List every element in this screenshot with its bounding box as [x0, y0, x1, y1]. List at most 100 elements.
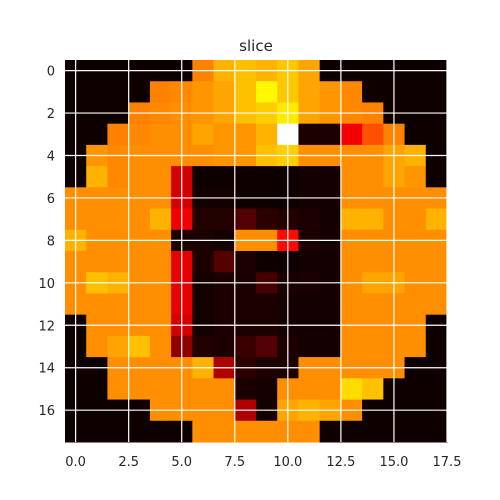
- heatmap-cell-r11-c2: [107, 293, 130, 316]
- heatmap-cell-r13-c1: [86, 335, 108, 358]
- heatmap-cell-r1-c2: [107, 81, 130, 103]
- heatmap-cell-r11-c12: [319, 293, 342, 316]
- heatmap-cell-r17-c2: [107, 420, 130, 443]
- heatmap-cell-r15-c2: [107, 378, 130, 401]
- heatmap-cell-r3-c12: [319, 123, 342, 146]
- heatmap-cell-r5-c3: [128, 166, 151, 188]
- heatmap-cell-r15-c7: [213, 378, 236, 401]
- heatmap-cell-r1-c3: [128, 81, 151, 103]
- y-tick-label-5: 10: [38, 277, 55, 292]
- heatmap-cell-r9-c2: [107, 251, 130, 273]
- heatmap-cell-r1-c13: [340, 81, 363, 103]
- y-axis-ticks: 0 2 4 6 8 10 12 14 16: [38, 65, 55, 420]
- heatmap-cell-r1-c16: [404, 81, 427, 103]
- heatmap-cell-r17-c16: [404, 420, 427, 443]
- heatmap-cell-r7-c17: [425, 208, 448, 231]
- heatmap-cell-r15-c4: [149, 378, 172, 401]
- heatmap-cell-r11-c16: [404, 293, 427, 316]
- heatmap-cell-r17-c8: [234, 420, 257, 443]
- heatmap-cell-r3-c2: [107, 123, 130, 146]
- heatmap-cell-r1-c4: [149, 81, 172, 103]
- heatmap-cell-r11-c11: [298, 293, 321, 316]
- heatmap-cell-r7-c3: [128, 208, 151, 231]
- heatmap-cell-r1-c17: [425, 81, 448, 103]
- heatmap-cell-r9-c8: [234, 251, 257, 273]
- heatmap-cell-r13-c13: [340, 335, 363, 358]
- heatmap-cell-r13-c11: [298, 335, 321, 358]
- heatmap-cell-r5-c14: [362, 166, 384, 188]
- heatmap-cell-r11-c1: [86, 293, 108, 316]
- heatmap-cell-r7-c2: [107, 208, 130, 231]
- heatmap-cell-r3-c7: [213, 123, 236, 146]
- heatmap-cell-r1-c1: [86, 81, 108, 103]
- heatmap-cell-r7-c14: [362, 208, 384, 231]
- heatmap-cell-r11-c7: [213, 293, 236, 316]
- heatmap-cell-r3-c13: [340, 123, 363, 146]
- heatmap-cell-r9-c14: [362, 251, 384, 273]
- heatmap-cell-r7-c4: [149, 208, 172, 231]
- y-tick-label-2: 4: [47, 150, 55, 165]
- x-axis-ticks: 0.0 2.5 5.0 7.5 10.0 12.5 15.0 17.5: [65, 455, 461, 470]
- heatmap-cell-r9-c3: [128, 251, 151, 273]
- heatmap-cell-r13-c2: [107, 335, 130, 358]
- heatmap-cell-r13-c9: [256, 335, 278, 358]
- heatmap-cell-r11-c8: [234, 293, 257, 316]
- heatmap-cells: [65, 60, 448, 443]
- heatmap-cell-r7-c9: [256, 208, 278, 231]
- heatmap-cell-r5-c1: [86, 166, 108, 188]
- heatmap-cell-r5-c12: [319, 166, 342, 188]
- x-tick-label-5: 12.5: [326, 455, 355, 470]
- y-tick-label-4: 8: [47, 234, 55, 249]
- heatmap-cell-r17-c17: [425, 420, 448, 443]
- heatmap-cell-r11-c9: [256, 293, 278, 316]
- y-tick-label-7: 14: [38, 362, 55, 377]
- heatmap-cell-r1-c8: [234, 81, 257, 103]
- y-tick-label-6: 12: [38, 319, 55, 334]
- heatmap-cell-r15-c16: [404, 378, 427, 401]
- heatmap-cell-r5-c7: [213, 166, 236, 188]
- heatmap-cell-r15-c6: [192, 378, 215, 401]
- y-tick-label-3: 6: [47, 192, 55, 207]
- y-tick-label-1: 2: [47, 107, 55, 122]
- heatmap-cell-r5-c2: [107, 166, 130, 188]
- heatmap-cell-r5-c13: [340, 166, 363, 188]
- heatmap-cell-r15-c12: [319, 378, 342, 401]
- heatmap-cell-r17-c6: [192, 420, 215, 443]
- heatmap-cell-r15-c14: [362, 378, 384, 401]
- heatmap-cell-r5-c11: [298, 166, 321, 188]
- heatmap-cell-r17-c14: [362, 420, 384, 443]
- heatmap-cell-r7-c16: [404, 208, 427, 231]
- heatmap-cell-r13-c6: [192, 335, 215, 358]
- heatmap-cell-r9-c7: [213, 251, 236, 273]
- heatmap-cell-r13-c7: [213, 335, 236, 358]
- heatmap-cell-r17-c13: [340, 420, 363, 443]
- heatmap-cell-r9-c9: [256, 251, 278, 273]
- heatmap-cell-r11-c4: [149, 293, 172, 316]
- heatmap-cell-r1-c9: [256, 81, 278, 103]
- heatmap-cell-r3-c6: [192, 123, 215, 146]
- heatmap-cell-r9-c11: [298, 251, 321, 273]
- heatmap-cell-r15-c11: [298, 378, 321, 401]
- heatmap-cell-r1-c11: [298, 81, 321, 103]
- heatmap-cell-r1-c12: [319, 81, 342, 103]
- x-tick-label-4: 10.0: [273, 455, 302, 470]
- heatmap-cell-r17-c4: [149, 420, 172, 443]
- heatmap-cell-r13-c4: [149, 335, 172, 358]
- heatmap-cell-r3-c11: [298, 123, 321, 146]
- heatmap-cell-r7-c12: [319, 208, 342, 231]
- heatmap-cell-r9-c12: [319, 251, 342, 273]
- heatmap-cell-r9-c16: [404, 251, 427, 273]
- heatmap-cell-r13-c16: [404, 335, 427, 358]
- x-tick-label-7: 17.5: [433, 455, 462, 470]
- heatmap-cell-r1-c6: [192, 81, 215, 103]
- x-tick-label-0: 0.0: [65, 455, 86, 470]
- y-tick-label-8: 16: [38, 404, 55, 419]
- heatmap-cell-r9-c17: [425, 251, 448, 273]
- heatmap-cell-r15-c3: [128, 378, 151, 401]
- heatmap-cell-r15-c17: [425, 378, 448, 401]
- heatmap-cell-r17-c9: [256, 420, 278, 443]
- heatmap-cell-r9-c4: [149, 251, 172, 273]
- heatmap-cell-r17-c12: [319, 420, 342, 443]
- heatmap-cell-r11-c17: [425, 293, 448, 316]
- x-tick-label-6: 15.0: [379, 455, 408, 470]
